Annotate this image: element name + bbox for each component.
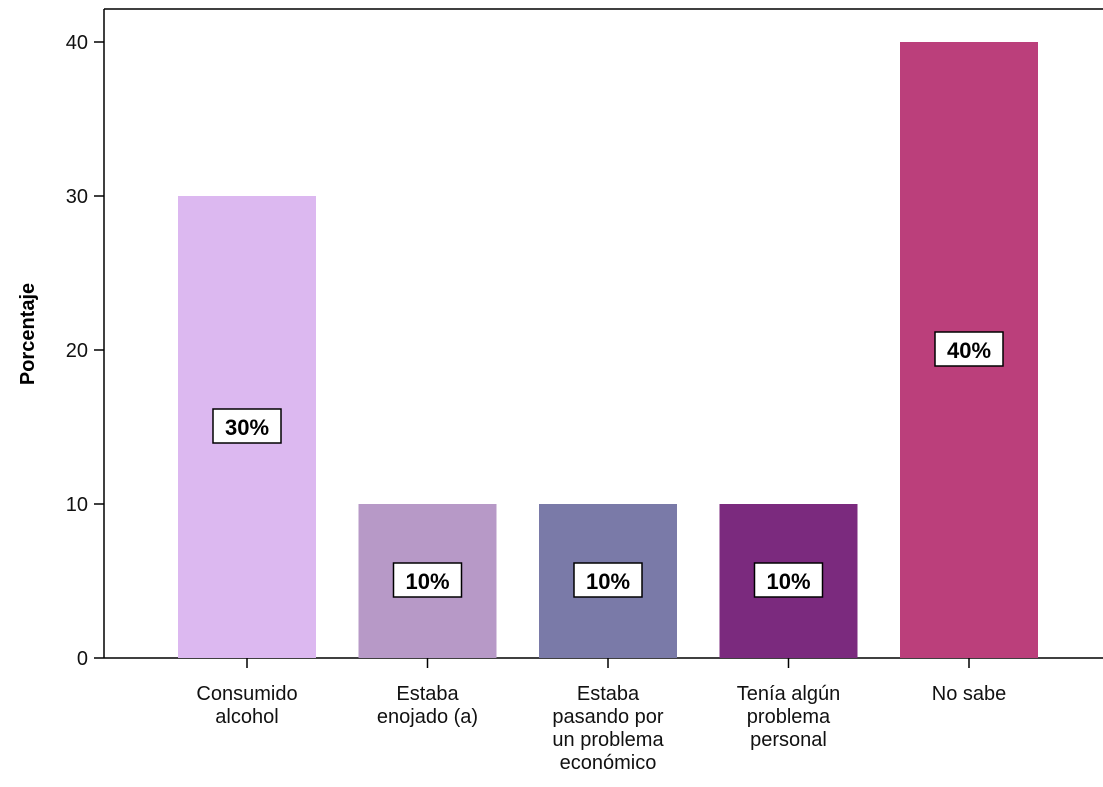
data-label: 10% bbox=[392, 562, 463, 598]
data-label-box bbox=[753, 562, 824, 598]
data-label-box bbox=[934, 331, 1004, 367]
x-axis: Consumido alcohol Estaba enojado (a) Estaba p… bbox=[104, 657, 1103, 774]
data-label-box bbox=[212, 408, 282, 444]
data-label-text: 10% bbox=[586, 569, 630, 594]
x-tick-label: Tenía algún problema personal bbox=[737, 683, 840, 751]
data-labels: 30% 10% 10% 10% 40% bbox=[212, 331, 1004, 598]
data-label: 10% bbox=[753, 562, 824, 598]
y-tick-label: 20 bbox=[66, 340, 88, 362]
y-tick-label: 0 bbox=[77, 648, 88, 670]
data-label: 30% bbox=[212, 408, 282, 444]
x-tick-label: No sabe bbox=[932, 683, 1007, 705]
y-axis-title: Porcentaje bbox=[17, 283, 39, 385]
data-label: 10% bbox=[573, 562, 643, 598]
data-label-box bbox=[573, 562, 643, 598]
y-tick-label: 10 bbox=[66, 494, 88, 516]
data-label-text: 40% bbox=[947, 338, 991, 363]
x-tick-label: Consumido alcohol bbox=[196, 683, 297, 728]
data-label-text: 10% bbox=[405, 569, 449, 594]
data-label-text: 10% bbox=[766, 569, 810, 594]
y-tick-label: 30 bbox=[66, 186, 88, 208]
y-axis: 0 10 20 30 40 bbox=[66, 9, 105, 670]
x-tick-label: Estaba enojado (a) bbox=[377, 683, 478, 728]
y-tick-label: 40 bbox=[66, 32, 88, 54]
data-label: 40% bbox=[934, 331, 1004, 367]
data-label-text: 30% bbox=[225, 415, 269, 440]
data-label-box bbox=[392, 562, 463, 598]
x-tick-label: Estaba pasando por un problema económico bbox=[552, 683, 664, 774]
